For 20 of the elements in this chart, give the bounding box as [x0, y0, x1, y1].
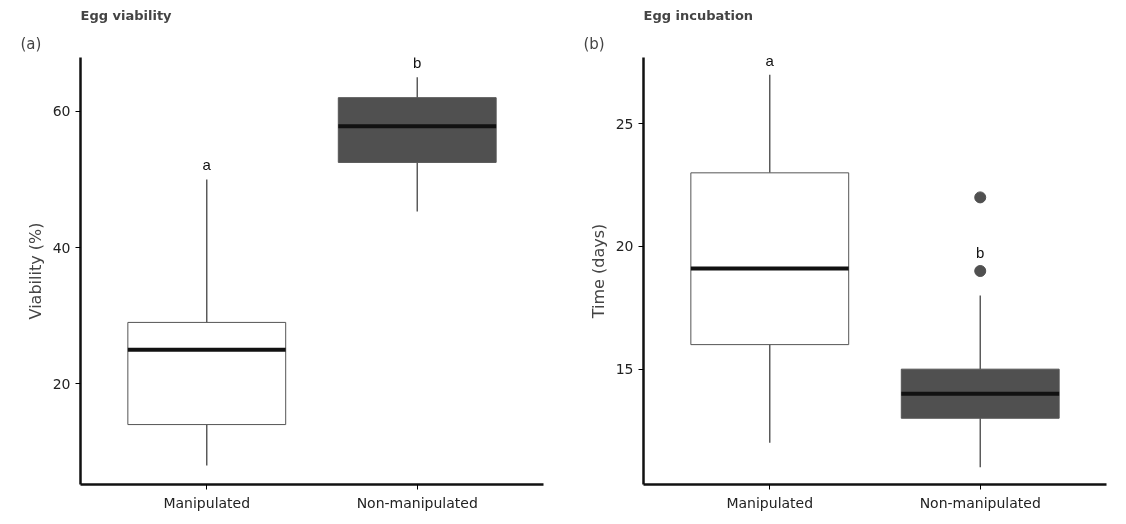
annotation: b: [976, 244, 985, 261]
x-tick-label: Non-manipulated: [919, 494, 1041, 511]
x-tick-label: Non-manipulated: [356, 494, 478, 511]
y-axis-title: Viability (%): [25, 222, 45, 320]
y-tick-label: 15: [615, 361, 634, 378]
annotation: a: [765, 51, 775, 69]
chart-subtitle: Egg viability: [80, 7, 173, 23]
chart-subtitle: Egg incubation: [643, 7, 754, 23]
x-tick-label: Manipulated: [163, 494, 251, 511]
chart-title: (b): [583, 34, 605, 53]
annotation: b: [413, 54, 422, 72]
chart-title: (a): [20, 34, 42, 53]
annotation: a: [202, 156, 212, 174]
y-axis-title: Time (days): [588, 223, 608, 320]
x-tick-label: Manipulated: [726, 494, 814, 511]
y-tick-label: 60: [52, 103, 71, 120]
y-tick-label: 20: [615, 238, 634, 255]
y-tick-label: 40: [52, 239, 71, 256]
y-tick-label: 20: [52, 375, 71, 392]
y-tick-label: 25: [615, 115, 634, 132]
